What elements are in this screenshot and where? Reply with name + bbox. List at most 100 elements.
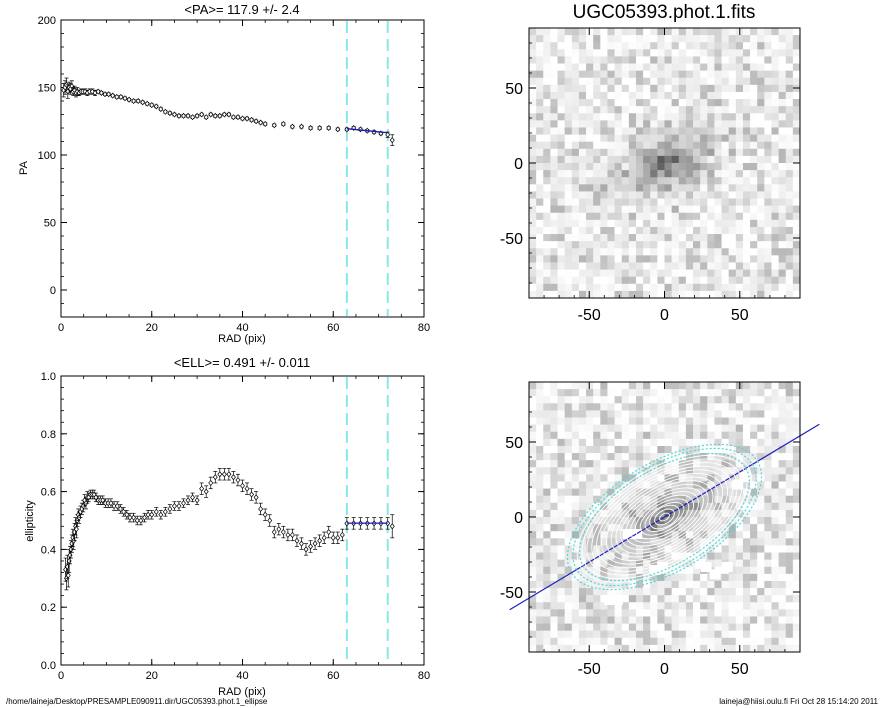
image-pixel — [650, 630, 658, 639]
image-pixel — [586, 106, 594, 114]
image-pixel — [635, 35, 644, 43]
image-pixel — [721, 517, 730, 525]
image-pixel — [728, 588, 737, 596]
image-pixel — [771, 77, 779, 86]
image-pixel — [593, 623, 601, 632]
outer-isophote-ellipse — [579, 452, 750, 582]
image-pixel — [586, 35, 594, 43]
image-pixel — [657, 552, 665, 561]
image-pixel — [693, 262, 701, 270]
image-pixel — [671, 56, 680, 64]
image-pixel — [543, 49, 551, 57]
image-pixel — [728, 184, 737, 192]
image-pixel — [693, 120, 701, 128]
image-pixel — [529, 644, 537, 653]
masked-patch — [721, 562, 733, 572]
image-pixel — [693, 226, 701, 235]
image-pixel — [550, 389, 558, 397]
image-pixel — [600, 595, 608, 603]
image-pixel — [735, 248, 744, 256]
image-pixel — [529, 382, 537, 390]
ell-x-tick-label: 60 — [327, 670, 339, 682]
ell-x-axis-label: RAD (pix) — [218, 686, 266, 698]
image-pixel — [678, 453, 687, 461]
image-pixel — [593, 389, 601, 397]
image-pixel — [657, 382, 665, 390]
image-pixel — [621, 28, 630, 36]
ell-data-point — [73, 526, 79, 533]
image-pixel — [771, 396, 779, 404]
image-pixel — [529, 566, 537, 575]
image-pixel — [678, 623, 687, 632]
image-pixel — [650, 28, 658, 36]
image-pixel — [536, 396, 544, 404]
image-pixel — [714, 255, 722, 263]
image-pixel — [607, 113, 615, 121]
image-pixel — [657, 417, 665, 426]
image-pixel — [750, 445, 758, 454]
image-pixel — [578, 502, 587, 511]
image-pixel — [635, 595, 644, 603]
image-pixel — [578, 248, 587, 256]
image-pixel — [792, 56, 801, 64]
image-pixel — [543, 84, 551, 93]
image-pixel — [700, 410, 708, 418]
image-pixel — [685, 637, 694, 646]
image-pixel — [792, 538, 801, 546]
galaxy-image-title: UGC05393.phot.1.fits — [573, 2, 756, 23]
image-pixel — [650, 517, 658, 525]
image-pixel — [643, 623, 651, 632]
image-pixel — [771, 531, 779, 539]
image-pixel — [614, 77, 623, 86]
image-pixel — [778, 63, 787, 72]
image-pixel — [550, 219, 558, 228]
image-pixel — [778, 630, 787, 639]
image-pixel — [600, 559, 608, 568]
image-pixel — [628, 127, 637, 135]
image-pixel — [714, 595, 722, 603]
image-pixel — [550, 609, 558, 617]
image-pixel — [578, 99, 587, 107]
image-pixel — [586, 396, 594, 404]
image-pixel — [664, 517, 673, 525]
image-pixel — [764, 113, 772, 121]
image-pixel — [735, 106, 744, 114]
image-pixel — [550, 99, 558, 107]
image-pixel — [621, 155, 630, 164]
image-pixel — [657, 241, 665, 249]
image-pixel — [571, 573, 580, 582]
image-pixel — [586, 509, 594, 518]
image-pixel — [764, 410, 772, 418]
image-pixel — [529, 474, 537, 482]
image-pixel — [614, 573, 623, 582]
image-pixel — [643, 403, 651, 411]
image-pixel — [593, 495, 601, 504]
image-pixel — [593, 170, 601, 178]
image-pixel — [678, 602, 687, 610]
image-pixel — [671, 410, 680, 418]
image-pixel — [578, 630, 587, 639]
pa-data-point — [389, 137, 395, 144]
image-pixel — [778, 616, 787, 624]
image-pixel — [543, 460, 551, 468]
image-pixel — [693, 191, 701, 199]
image-pixel — [771, 588, 779, 596]
image-pixel — [792, 248, 801, 256]
image-pixel — [543, 474, 551, 482]
image-pixel — [564, 445, 573, 454]
image-pixel — [721, 170, 730, 178]
image-pixel — [735, 602, 744, 610]
image-pixel — [550, 184, 558, 192]
image-pixel — [771, 127, 779, 135]
image-pixel — [621, 56, 630, 64]
image-pixel — [643, 410, 651, 418]
image-pixel — [792, 509, 801, 518]
image-pixel — [593, 234, 601, 242]
image-pixel — [764, 248, 772, 256]
image-pixel — [721, 70, 730, 79]
image-pixel — [550, 106, 558, 114]
image-pixel — [564, 453, 573, 461]
image-pixel — [600, 623, 608, 632]
image-pixel — [621, 495, 630, 504]
image-pixel — [678, 177, 687, 185]
